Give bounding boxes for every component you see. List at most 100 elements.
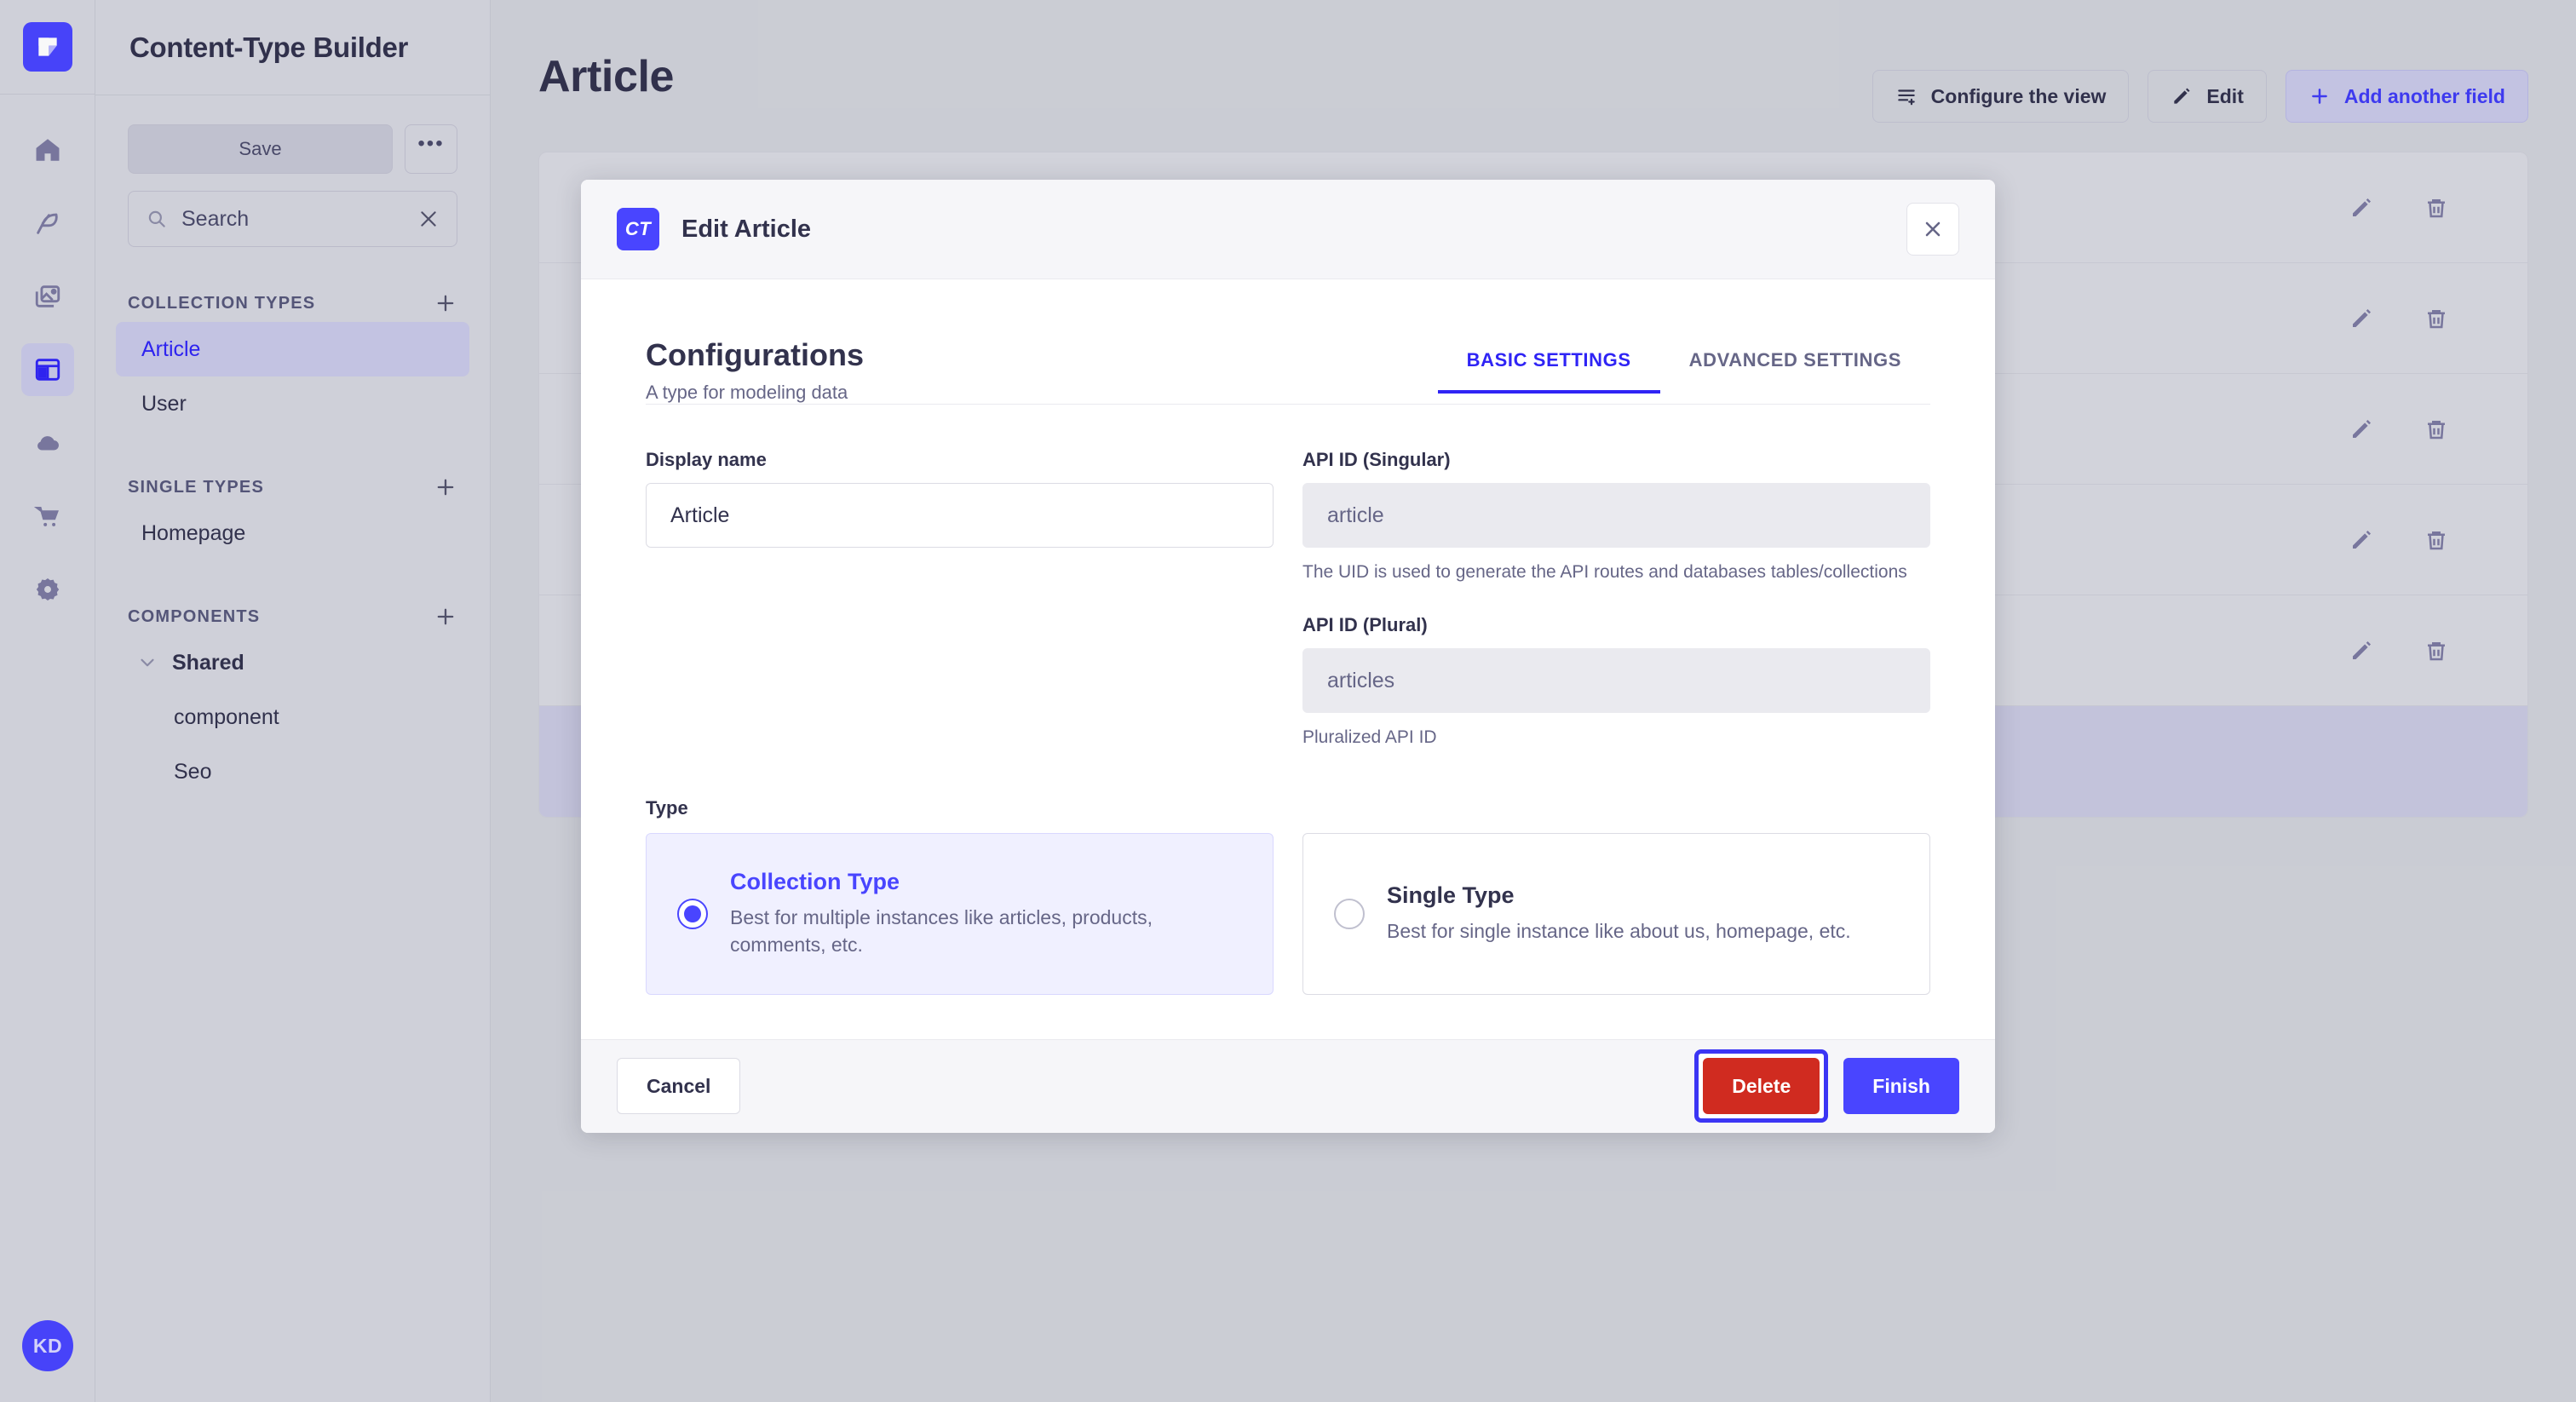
option-name: Single Type [1387,882,1515,909]
sidebar-item-component[interactable]: component [116,690,469,744]
sidebar-item-cloud[interactable] [21,417,74,469]
close-button[interactable] [1906,203,1959,256]
secondary-sidebar: Content-Type Builder Save ••• Search COL… [95,0,491,1402]
type-label: Type [646,796,688,819]
button-label: Configure the view [1930,84,2107,107]
collection-type-text: Collection Type Best for multiple instan… [730,869,1242,959]
nav-label: Shared [172,650,244,675]
option-description: Best for multiple instances like article… [730,905,1153,957]
clear-search-icon[interactable] [417,208,440,230]
avatar[interactable]: KD [22,1320,73,1371]
trash-icon[interactable] [2424,417,2449,442]
sidebar-item-marketplace[interactable] [21,490,74,543]
api-id-plural-input[interactable]: articles [1302,648,1930,714]
gear-settings-icon [36,577,59,601]
delete-button[interactable]: Delete [1703,1058,1820,1115]
sidebar-item-media-library[interactable] [21,270,74,323]
feather-content-manager-icon [36,213,58,234]
edit-button[interactable]: Edit [2148,70,2267,123]
pencil-icon[interactable] [2349,638,2374,664]
search-placeholder: Search [181,206,250,231]
pencil-icon[interactable] [2349,417,2374,442]
sidebar-item-article[interactable]: Article [116,322,469,376]
group-label: COMPONENTS [128,606,261,626]
cancel-button[interactable]: Cancel [617,1058,741,1115]
single-type-radio[interactable] [1334,898,1365,929]
configurations-header: Configurations A type for modeling data … [646,337,1930,404]
sidebar-item-homepage[interactable]: Homepage [116,506,469,560]
configure-the-view-button[interactable]: Configure the view [1872,70,2130,123]
api-id-singular-hint: The UID is used to generate the API rout… [1302,562,1907,582]
type-option-single-type[interactable]: Single Type Best for single instance lik… [1302,832,1930,995]
section-title: Configurations [646,337,864,372]
images-media-library-icon [35,285,60,307]
header-divider [646,404,1930,405]
list-settings-icon [1897,89,1915,106]
display-name-label: Display name [646,449,767,470]
group-label: COLLECTION TYPES [128,293,316,313]
search-input[interactable]: Search [128,191,457,247]
add-another-field-button[interactable]: Add another field [2285,70,2528,123]
section-subtitle: A type for modeling data [646,382,848,403]
sidebar-item-seo[interactable]: Seo [116,744,469,799]
type-options: Collection Type Best for multiple instan… [646,832,1930,995]
button-label: Edit [2206,84,2244,107]
pencil-icon[interactable] [2349,195,2374,221]
api-id-plural-label: API ID (Plural) [1302,614,1428,636]
main-header: Article Configure the view Edit Add a [491,0,2576,123]
sidebar-item-user[interactable]: User [116,376,469,431]
pencil-icon [2174,88,2190,104]
cart-marketplace-icon [33,506,59,526]
nav-label: Article [141,336,201,361]
tab-basic-settings[interactable]: BASIC SETTINGS [1438,349,1660,394]
collection-type-radio[interactable] [677,898,708,929]
modal-footer: Cancel Delete Finish [581,1038,1995,1133]
api-id-plural-hint: Pluralized API ID [1302,727,1437,748]
chevron-down-icon [141,658,154,667]
sidebar-item-home[interactable] [21,124,74,176]
group-header-collection-types: COLLECTION TYPES [128,291,457,315]
option-description: Best for single instance like about us, … [1387,920,1851,943]
add-component-icon[interactable] [434,605,457,629]
sidebar-item-shared[interactable]: Shared [116,635,469,690]
nav-label: User [141,391,187,416]
display-name-input[interactable]: Article [646,483,1274,548]
group-header-single-types: SINGLE TYPES [128,475,457,499]
content-type-title: Article [538,52,675,101]
type-option-collection-type[interactable]: Collection Type Best for multiple instan… [646,832,1274,995]
sidebar-item-settings[interactable] [21,563,74,616]
more-options-button[interactable]: ••• [405,124,457,174]
rail-item-list [20,124,74,616]
pencil-icon[interactable] [2349,527,2374,553]
settings-tabs: BASIC SETTINGS ADVANCED SETTINGS [1438,337,1930,394]
strapi-logo-icon[interactable] [22,22,72,72]
cloud-icon [37,436,59,451]
sidebar-actions: Save ••• [128,124,457,174]
sidebar-item-content-manager[interactable] [21,197,74,250]
header-actions: Configure the view Edit Add another fiel… [1872,51,2528,123]
edit-article-modal: CT Edit Article Configurations A type fo… [581,180,1995,1133]
add-collection-type-icon[interactable] [434,291,457,315]
modal-body: Configurations A type for modeling data … [581,279,1995,1039]
save-button[interactable]: Save [128,124,393,174]
sidebar-body: Save ••• Search COLLECTION TYPES [95,95,490,799]
sidebar-item-content-type-builder[interactable] [20,343,74,396]
right-column: API ID (Singular) article The UID is use… [1302,449,1930,751]
modal-header: CT Edit Article [581,180,1995,279]
tab-advanced-settings[interactable]: ADVANCED SETTINGS [1688,349,1901,371]
nav-label: Seo [174,759,212,784]
trash-icon[interactable] [2424,195,2449,221]
pencil-icon[interactable] [2349,306,2374,331]
left-column: Display name Article [646,449,1274,751]
rail-divider [0,94,95,95]
option-name: Collection Type [730,868,900,894]
trash-icon[interactable] [2424,638,2449,664]
plus-icon [2312,89,2327,104]
finish-button[interactable]: Finish [1843,1058,1959,1115]
close-icon [1925,221,1941,237]
add-single-type-icon[interactable] [434,475,457,499]
trash-icon[interactable] [2424,527,2449,553]
group-label: SINGLE TYPES [128,477,264,497]
trash-icon[interactable] [2424,306,2449,331]
api-id-singular-input[interactable]: article [1302,483,1930,548]
